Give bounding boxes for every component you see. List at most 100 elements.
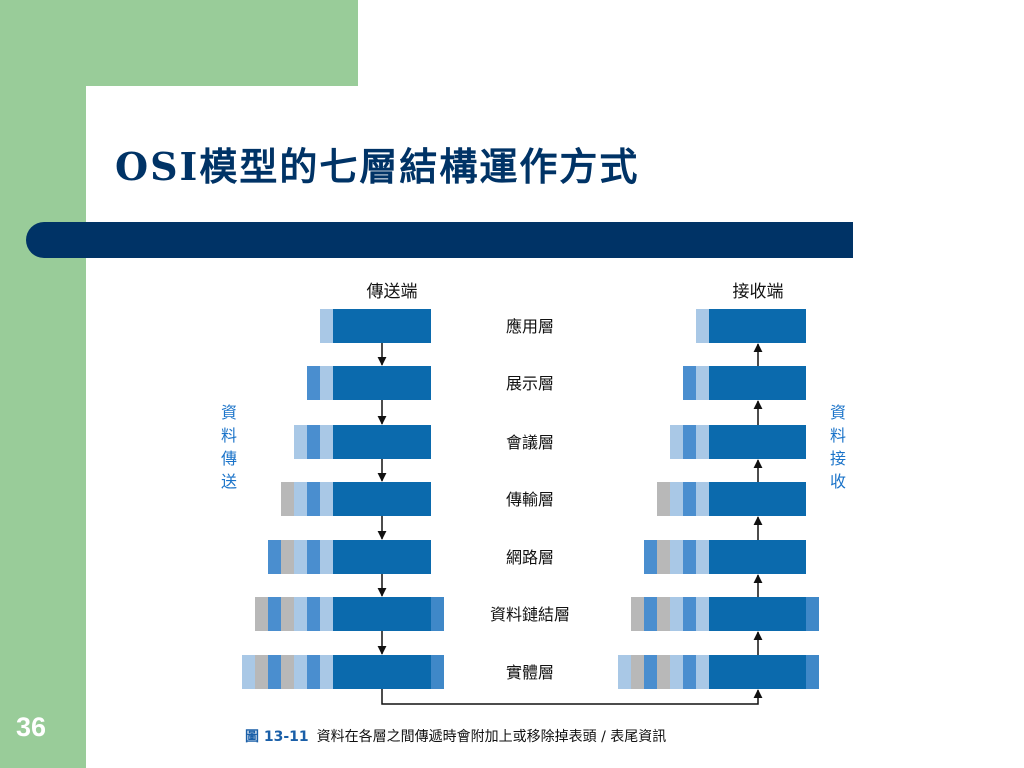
receiver-header-segment: [657, 482, 670, 516]
flow-arrows: [377, 343, 763, 705]
sender-data-block: [333, 366, 431, 400]
receiver-header-segment: [631, 655, 644, 689]
receiver-stack: [618, 309, 819, 689]
sender-header-segment: [294, 425, 307, 459]
receiver-header-segment: [670, 425, 683, 459]
receiver-header-segment: [696, 655, 709, 689]
sender-stack: [242, 309, 444, 689]
layer-label: 傳輸層: [506, 490, 554, 509]
receiver-data-block: [709, 540, 806, 574]
receiver-data-block: [709, 597, 806, 631]
receiver-data-block: [709, 309, 806, 343]
receiver-header-segment: [670, 482, 683, 516]
receiver-data-block: [709, 366, 806, 400]
receiver-trailer-segment: [806, 655, 819, 689]
sender-header-segment: [320, 366, 333, 400]
sender-header-segment: [281, 597, 294, 631]
layer-label: 資料鏈結層: [490, 605, 570, 624]
receiver-header-segment: [683, 366, 696, 400]
receiver-header-segment: [696, 366, 709, 400]
physical-link-arrow: [381, 689, 763, 705]
receiver-header-segment: [644, 597, 657, 631]
receiver-header-segment: [683, 482, 696, 516]
sender-header-segment: [320, 482, 333, 516]
sender-header-segment: [268, 597, 281, 631]
side-label-char: 收: [830, 472, 846, 491]
sender-header-segment: [320, 655, 333, 689]
receiver-header-segment: [631, 597, 644, 631]
sender-trailer-segment: [431, 597, 444, 631]
green-side-band: [0, 0, 86, 768]
side-label-char: 接: [830, 449, 846, 468]
side-label-char: 送: [221, 472, 237, 491]
sender-header-segment: [320, 309, 333, 343]
sender-header-segment: [307, 540, 320, 574]
side-label-char: 資: [221, 403, 237, 422]
sender-data-block: [333, 655, 431, 689]
receiver-data-block: [709, 482, 806, 516]
content-panel: [86, 86, 1024, 768]
sender-header-segment: [320, 540, 333, 574]
layer-label: 網路層: [506, 548, 554, 567]
sender-header-segment: [255, 655, 268, 689]
side-label-char: 資: [830, 403, 846, 422]
receiver-header-segment: [657, 655, 670, 689]
sender-header-segment: [307, 655, 320, 689]
receiver-header-segment: [657, 540, 670, 574]
side-label-char: 料: [830, 426, 846, 445]
caption-text: 資料在各層之間傳遞時會附加上或移除掉表頭 / 表尾資訊: [316, 729, 667, 745]
receiver-header-segment: [618, 655, 631, 689]
sender-header-segment: [307, 366, 320, 400]
receiver-header-segment: [696, 309, 709, 343]
receiver-header-segment: [683, 655, 696, 689]
receiver-header-segment: [696, 425, 709, 459]
receiver-header-segment: [670, 540, 683, 574]
sender-header-segment: [320, 425, 333, 459]
receiver-data-block: [709, 425, 806, 459]
sender-header-segment: [242, 655, 255, 689]
side-label-char: 料: [221, 426, 237, 445]
sender-header-segment: [281, 655, 294, 689]
sender-header-segment: [294, 597, 307, 631]
sender-header-segment: [281, 540, 294, 574]
slide-title: OSI模型的七層結構運作方式: [115, 144, 640, 189]
sender-header-segment: [307, 482, 320, 516]
figure-number: 圖 13-11: [245, 729, 309, 745]
sender-data-block: [333, 425, 431, 459]
receiver-trailer-segment: [806, 597, 819, 631]
sender-header-segment: [307, 597, 320, 631]
sender-data-block: [333, 540, 431, 574]
sender-trailer-segment: [431, 655, 444, 689]
sender-header-segment: [320, 597, 333, 631]
receiver-header-segment: [696, 597, 709, 631]
sender-header-segment: [255, 597, 268, 631]
receiver-header-segment: [644, 540, 657, 574]
side-label-char: 傳: [221, 449, 237, 468]
figure-caption: 圖 13-11 資料在各層之間傳遞時會附加上或移除掉表頭 / 表尾資訊: [245, 726, 666, 746]
sender-header-segment: [268, 540, 281, 574]
layer-label: 會議層: [506, 433, 554, 452]
sender-data-block: [333, 597, 431, 631]
sender-data-block: [333, 309, 431, 343]
layer-label: 應用層: [506, 317, 554, 336]
sender-header-segment: [281, 482, 294, 516]
receiver-header-segment: [644, 655, 657, 689]
slide-number: 36: [16, 712, 47, 742]
layer-label: 展示層: [506, 374, 554, 393]
receiver-header-segment: [683, 540, 696, 574]
receiver-header-segment: [670, 597, 683, 631]
sender-header-segment: [268, 655, 281, 689]
layer-label: 實體層: [506, 663, 554, 682]
green-top-band: [0, 0, 358, 86]
receiver-header-segment: [683, 425, 696, 459]
title-underline-bar: [26, 222, 853, 258]
receiver-header-segment: [657, 597, 670, 631]
sender-header-segment: [307, 425, 320, 459]
receiver-header-segment: [696, 482, 709, 516]
sender-header-segment: [294, 482, 307, 516]
receiver-header-segment: [696, 540, 709, 574]
